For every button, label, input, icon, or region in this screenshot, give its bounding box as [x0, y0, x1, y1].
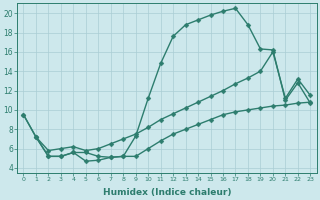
X-axis label: Humidex (Indice chaleur): Humidex (Indice chaleur) [103, 188, 231, 197]
